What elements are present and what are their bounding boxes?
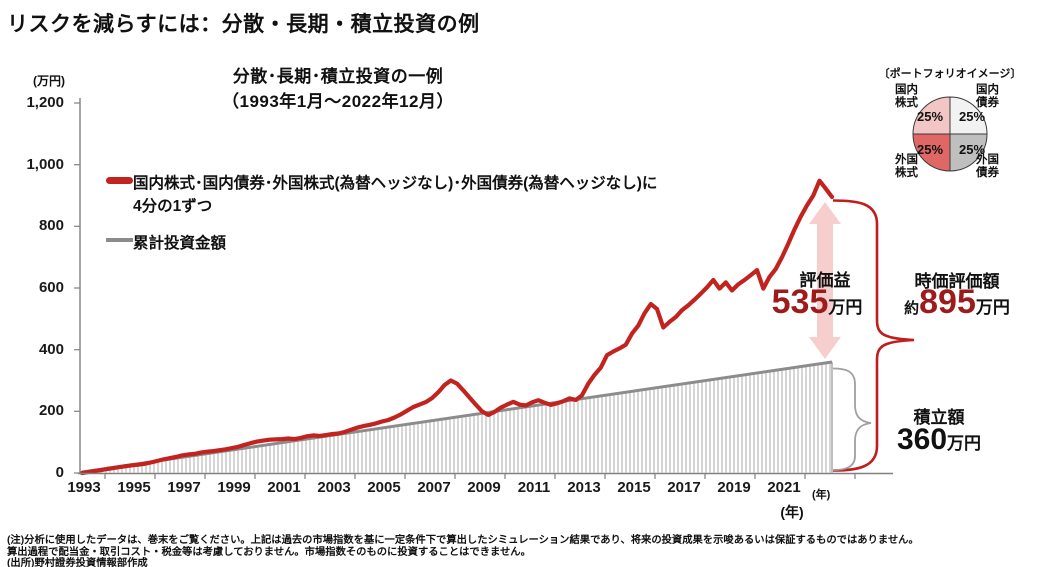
market-prefix: 約: [904, 300, 920, 317]
pie-slice-label-bottom-right: 外国 債券: [976, 154, 999, 179]
x-axis-unit-large: (年): [780, 504, 804, 520]
market-value-label: 時価評価額: [914, 272, 1000, 291]
gain-amount: 535: [771, 283, 829, 321]
pie-slice-label-top-left: 国内 株式: [895, 84, 918, 109]
pie-slice-label-bottom-left: 外国 株式: [895, 154, 918, 179]
portfolio-line: [79, 178, 835, 476]
pie-slice-percent-top-left: 25%: [916, 109, 944, 124]
x-tick-label-1993: 1993: [67, 479, 101, 496]
footnote-1: (注)分析に使用したデータは、巻末をご覧ください。上記は過去の市場指数を基に一定…: [7, 535, 919, 546]
portfolio-title: 〔ポートフォリオイメージ〕: [878, 68, 1022, 80]
y-tick-label-400: 400: [38, 341, 64, 358]
pie-slice-top-right: [949, 96, 988, 135]
y-axis-unit-label: (万円): [33, 74, 65, 88]
y-tick-label-600: 600: [38, 279, 64, 296]
pie-slice-bottom-left: [912, 133, 951, 172]
market-value-brace: [832, 199, 915, 472]
page-title: リスクを減らすには：分散・長期・積立投資の例: [7, 13, 480, 36]
x-tick-label-2021: 2021: [767, 479, 801, 496]
invested-value: 360万円: [879, 423, 999, 457]
legend-swatch-cumulative-line: [106, 238, 133, 242]
chart-title-line2: （1993年1月～2022年12月）: [221, 92, 454, 111]
legend-portfolio-line2: 4分の1ずつ: [133, 198, 213, 215]
invested-label: 積立額: [913, 408, 965, 427]
gain-label: 評価益: [799, 271, 851, 290]
invested-amount: 360: [896, 423, 948, 456]
x-tick-label-2003: 2003: [317, 479, 351, 496]
market-unit: 万円: [975, 298, 1010, 317]
pie-slice-bottom-right: [949, 133, 988, 172]
market-amount: 895: [919, 283, 976, 321]
source-note: (出所)野村證券投資情報部作成: [7, 558, 148, 567]
gain-arrow: [809, 202, 841, 359]
pie-slice-percent-bottom-right: 25%: [958, 142, 986, 157]
x-tick-label-2009: 2009: [467, 479, 501, 496]
gain-value: 535万円: [752, 283, 882, 322]
y-tick-label-1,000: 1,000: [26, 156, 64, 173]
x-tick-label-1999: 1999: [217, 479, 251, 496]
chart-title-line1: 分散･長期･積立投資の一例: [232, 67, 444, 86]
x-tick-label-2013: 2013: [567, 479, 601, 496]
invested-brace: [832, 367, 872, 471]
invested-unit: 万円: [947, 434, 982, 453]
x-tick-label-1995: 1995: [117, 479, 151, 496]
x-tick-label-2017: 2017: [667, 479, 701, 496]
footnote-2: 算出過程で配当金・取引コスト・税金等は考慮しておりません。市場指数そのものに投資…: [7, 547, 531, 558]
y-tick-label-200: 200: [38, 402, 64, 419]
x-tick-label-1997: 1997: [167, 479, 201, 496]
x-tick-label-2015: 2015: [617, 479, 651, 496]
x-tick-label-2001: 2001: [267, 479, 301, 496]
gain-unit: 万円: [828, 298, 863, 317]
market-value: 約895万円: [886, 283, 1028, 322]
pie-slice-label-top-right: 国内 債券: [976, 84, 999, 109]
legend-swatch-portfolio-line: [106, 177, 133, 184]
pie-slice-percent-bottom-left: 25%: [916, 142, 944, 157]
x-axis-unit-small: (年): [812, 489, 831, 501]
pie-slice-top-left: [912, 96, 951, 135]
x-tick-label-2005: 2005: [367, 479, 401, 496]
legend-cumulative: 累計投資金額: [133, 235, 227, 252]
legend-portfolio-line1: 国内株式･国内債券･外国株式(為替ヘッジなし)･外国債券(為替ヘッジなし)に: [133, 175, 658, 192]
y-tick-label-0: 0: [55, 464, 64, 481]
x-tick-label-2011: 2011: [517, 479, 551, 496]
x-tick-label-2007: 2007: [417, 479, 451, 496]
x-tick-label-2019: 2019: [717, 479, 751, 496]
pie-slice-percent-top-right: 25%: [958, 109, 986, 124]
y-tick-label-1,200: 1,200: [26, 94, 64, 111]
y-tick-label-800: 800: [38, 217, 64, 234]
